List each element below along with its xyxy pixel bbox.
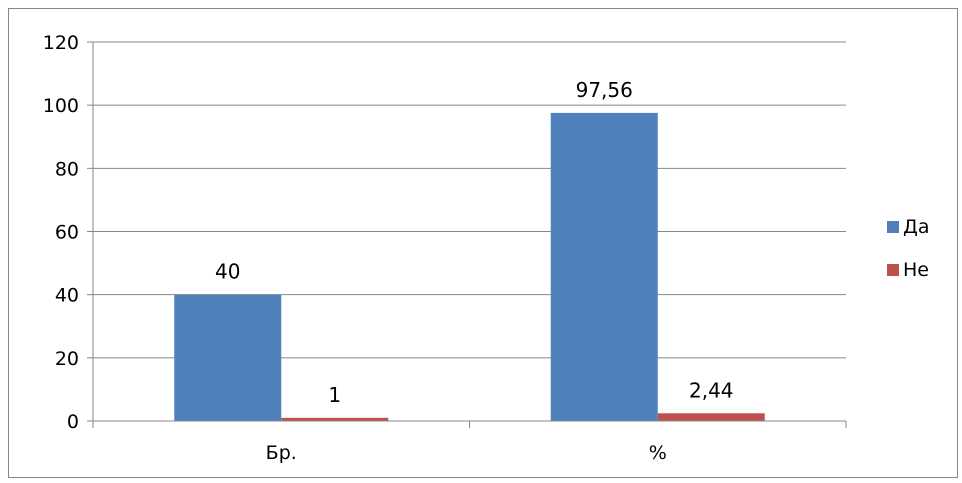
- y-tick-label: 80: [55, 158, 79, 180]
- legend: Да Не: [887, 216, 930, 281]
- bar-ne-0: [281, 417, 389, 421]
- chart-frame: 0 20 40 60 80 100 120 Бр.% 40 1 97,56 2,44 Да Не: [8, 8, 958, 478]
- bar-da-0: [174, 294, 282, 421]
- y-tick-label: 0: [67, 411, 79, 433]
- bar-chart: 0 20 40 60 80 100 120 Бр.% 40 1 97,56 2,44 Да Не: [43, 32, 930, 464]
- data-label: 2,44: [689, 378, 734, 402]
- data-label: 40: [215, 260, 240, 284]
- data-label: 97,56: [576, 78, 633, 102]
- legend-label: Да: [903, 216, 930, 238]
- y-tick-label: 60: [55, 222, 79, 244]
- data-labels: 40 1 97,56 2,44: [215, 78, 733, 407]
- legend-label: Не: [903, 259, 929, 281]
- x-category-label: Бр.: [266, 442, 297, 464]
- bars: [174, 112, 765, 422]
- legend-swatch-da: [887, 221, 899, 233]
- y-tick-label: 120: [43, 32, 79, 54]
- axes: 0 20 40 60 80 100 120 Бр.%: [43, 32, 847, 464]
- bar-da-1: [550, 112, 658, 422]
- legend-swatch-ne: [887, 264, 899, 276]
- x-category-label: %: [649, 442, 667, 464]
- y-tick-label: 20: [55, 348, 79, 370]
- bar-ne-1: [657, 413, 765, 421]
- data-label: 1: [328, 383, 341, 407]
- y-tick-label: 40: [55, 285, 79, 307]
- y-tick-label: 100: [43, 95, 79, 117]
